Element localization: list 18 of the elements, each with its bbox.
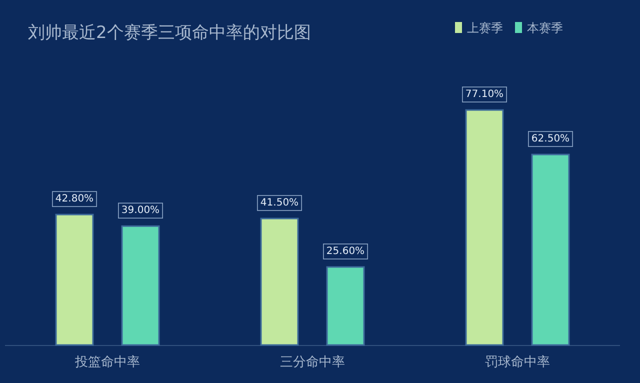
legend-label: 本赛季	[527, 21, 563, 35]
chart-title: 刘帅最近2个赛季三项命中率的对比图	[28, 23, 311, 43]
legend-label: 上赛季	[467, 21, 503, 35]
data-label: 62.50%	[531, 134, 570, 144]
bar	[465, 109, 504, 346]
data-label: 25.60%	[326, 246, 365, 257]
data-label: 41.50%	[260, 198, 299, 209]
bar	[260, 218, 299, 346]
bar	[55, 214, 94, 346]
bar	[531, 154, 570, 346]
data-label: 77.10%	[465, 89, 504, 100]
data-label: 39.00%	[121, 205, 160, 216]
x-tick-label: 罚球命中率	[485, 354, 550, 370]
bar	[326, 266, 365, 346]
x-tick-label: 投篮命中率	[74, 354, 140, 370]
x-tick-label: 三分命中率	[280, 354, 345, 370]
data-label: 42.80%	[55, 194, 94, 205]
bar	[121, 225, 160, 346]
